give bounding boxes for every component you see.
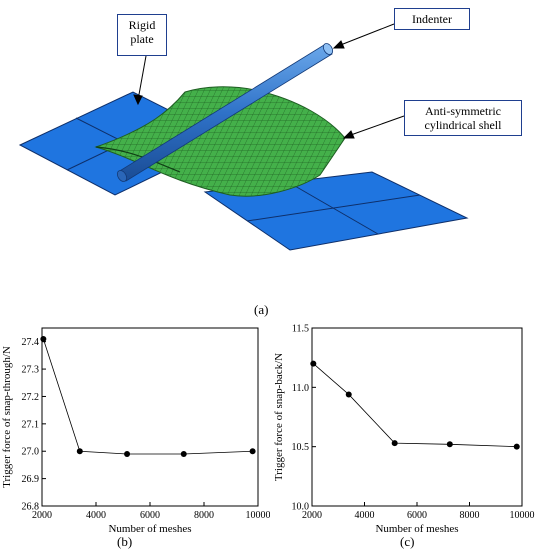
x-tick-label: 6000 bbox=[407, 510, 427, 521]
panel-label-b: (b) bbox=[117, 534, 133, 549]
y-tick-label: 27.1 bbox=[22, 419, 40, 430]
data-point bbox=[391, 440, 398, 447]
y-tick-label: 26.9 bbox=[22, 474, 40, 485]
x-tick-label: 2000 bbox=[302, 510, 322, 521]
x-tick-label: 10000 bbox=[510, 510, 535, 521]
panel-label-a: (a) bbox=[254, 302, 269, 317]
x-tick-label: 2000 bbox=[32, 510, 52, 521]
y-axis-label: Trigger force of snap-through/N bbox=[1, 346, 13, 488]
y-tick-label: 27.3 bbox=[22, 365, 40, 376]
series-line bbox=[313, 363, 517, 448]
callout-rigid-plate: Rigid plate bbox=[117, 14, 167, 56]
y-tick-label: 10.5 bbox=[292, 442, 310, 453]
y-tick-label: 26.8 bbox=[22, 502, 40, 513]
x-axis-label: Number of meshes bbox=[375, 523, 458, 535]
y-tick-label: 27.2 bbox=[22, 392, 40, 403]
x-tick-label: 4000 bbox=[355, 510, 375, 521]
indenter-rod bbox=[116, 43, 334, 182]
y-axis-label: Trigger force of snap-back/N bbox=[273, 353, 285, 481]
data-point bbox=[124, 450, 131, 457]
callout-arrows bbox=[133, 23, 405, 139]
x-tick-label: 6000 bbox=[140, 510, 160, 521]
illustration-panel-a bbox=[18, 23, 469, 251]
x-tick-label: 10000 bbox=[246, 510, 271, 521]
plot-frame bbox=[311, 327, 523, 507]
chart-snap-through: 2000 4000 6000 8000 10000 26.8 26.9 27.0 27.1 27.… bbox=[1, 327, 271, 535]
y-tick-label: 27.4 bbox=[22, 337, 40, 348]
plot-frame bbox=[41, 327, 259, 507]
y-tick-label: 27.0 bbox=[22, 447, 40, 458]
x-tick-label: 8000 bbox=[194, 510, 214, 521]
data-point bbox=[310, 360, 317, 367]
cylindrical-shell bbox=[94, 86, 346, 197]
y-tick-label: 11.0 bbox=[292, 383, 309, 394]
data-point bbox=[76, 448, 83, 455]
y-tick-label: 10.0 bbox=[292, 502, 310, 513]
callout-indenter: Indenter bbox=[394, 8, 470, 30]
series-line bbox=[42, 338, 253, 455]
x-tick-label: 4000 bbox=[86, 510, 106, 521]
x-axis-label: Number of meshes bbox=[108, 523, 191, 535]
data-point bbox=[446, 441, 453, 448]
chart-snap-back: 2000 4000 6000 8000 10000 10.0 10.5 11.0 11.5 Nu… bbox=[273, 324, 535, 536]
y-tick-label: 11.5 bbox=[292, 324, 309, 335]
data-point bbox=[180, 450, 187, 457]
panel-label-c: (c) bbox=[400, 534, 415, 549]
data-point bbox=[513, 443, 520, 450]
data-point bbox=[345, 391, 352, 398]
x-tick-label: 8000 bbox=[460, 510, 480, 521]
callout-shell: Anti-symmetric cylindrical shell bbox=[404, 100, 522, 136]
data-point bbox=[40, 335, 47, 342]
data-point bbox=[249, 448, 256, 455]
